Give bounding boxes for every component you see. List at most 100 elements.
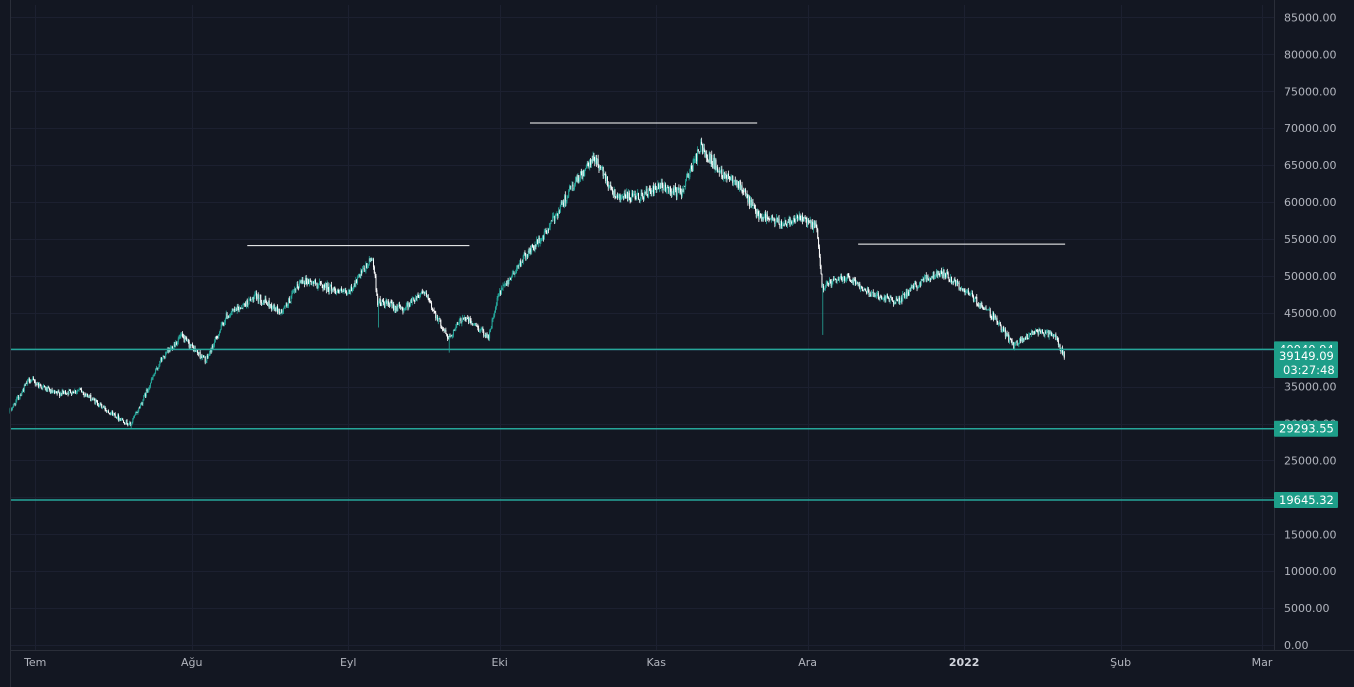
candle: [945, 272, 947, 280]
candle: [28, 377, 30, 384]
candle: [547, 228, 549, 234]
candle-body: [374, 273, 376, 276]
candle-body: [397, 306, 399, 311]
candle-body: [351, 288, 353, 292]
candle: [325, 282, 327, 294]
candle: [563, 193, 565, 209]
candle-body: [932, 271, 934, 278]
candle-body: [724, 173, 726, 178]
candle: [208, 353, 210, 359]
candle: [902, 291, 904, 302]
candle-body: [407, 303, 409, 308]
candle: [789, 216, 791, 227]
candle-body: [13, 403, 15, 405]
candle: [414, 299, 416, 304]
candle-body: [728, 173, 730, 177]
candle: [737, 181, 739, 190]
candle-body: [567, 196, 569, 198]
candle: [844, 275, 846, 284]
candle: [124, 423, 126, 425]
candle-body: [225, 313, 227, 319]
candle: [925, 272, 927, 283]
candle-body: [664, 184, 666, 190]
candle: [199, 349, 201, 360]
candle-body: [674, 186, 676, 195]
candle: [958, 280, 960, 291]
candle-body: [928, 278, 930, 281]
candle-body: [781, 221, 783, 226]
candle: [542, 235, 544, 241]
candle-body: [737, 181, 739, 187]
candle: [893, 300, 895, 306]
candle: [282, 307, 284, 314]
candle-body: [732, 176, 734, 184]
support-lines-layer[interactable]: [10, 348, 1274, 501]
candle-body: [973, 299, 975, 301]
candle: [895, 295, 897, 305]
candle: [632, 191, 634, 198]
candle: [900, 296, 902, 303]
candle-body: [528, 250, 530, 253]
candle: [1039, 328, 1041, 332]
candle-body: [828, 283, 830, 285]
candle: [812, 219, 814, 230]
candle: [616, 194, 618, 199]
candle: [942, 266, 944, 279]
candle: [404, 306, 406, 311]
candle-body: [435, 312, 437, 319]
candle-body: [376, 290, 378, 296]
candle-body: [251, 297, 253, 300]
candle-body: [1024, 337, 1026, 340]
candle-body: [796, 215, 798, 218]
candle-body: [235, 309, 237, 311]
candle-body: [21, 392, 23, 396]
candle-body: [817, 229, 819, 239]
candle: [1016, 339, 1018, 346]
resistance-lines-layer[interactable]: [247, 122, 1066, 247]
candle: [341, 286, 343, 293]
candle-body: [433, 310, 435, 312]
candle-body: [1016, 340, 1018, 346]
candle: [521, 261, 523, 267]
candle: [967, 288, 969, 294]
candle: [785, 219, 787, 225]
candle: [260, 294, 262, 305]
candle-body: [201, 356, 203, 359]
candle: [396, 303, 398, 312]
candle-body: [488, 334, 490, 339]
candle: [476, 325, 478, 327]
candle-body: [720, 169, 722, 173]
candle-body: [508, 280, 510, 285]
candle: [228, 315, 230, 319]
candle-body: [688, 177, 690, 178]
candle-body: [820, 266, 822, 275]
candle-body: [1006, 332, 1008, 336]
candle-body: [827, 282, 829, 284]
candle: [54, 389, 56, 395]
candle: [617, 193, 619, 199]
candle: [252, 296, 254, 303]
candle-body: [712, 158, 714, 165]
candle: [272, 303, 274, 310]
price-tick-label: 55000.00: [1284, 233, 1337, 246]
candle: [811, 221, 813, 228]
candle: [149, 385, 151, 390]
candle-body: [410, 299, 412, 306]
candle: [868, 289, 870, 297]
candle-body: [597, 159, 599, 166]
candle: [665, 187, 667, 194]
candle-body: [1054, 334, 1056, 336]
candle-body: [130, 423, 132, 425]
candle-body: [564, 195, 566, 203]
candle: [495, 302, 497, 310]
candle-body: [668, 187, 670, 193]
candle: [295, 287, 297, 293]
candle-body: [562, 202, 564, 205]
candle-body: [458, 319, 460, 325]
candle: [331, 288, 333, 293]
candle-body: [82, 391, 84, 393]
candle: [735, 179, 737, 186]
candle: [63, 391, 65, 395]
